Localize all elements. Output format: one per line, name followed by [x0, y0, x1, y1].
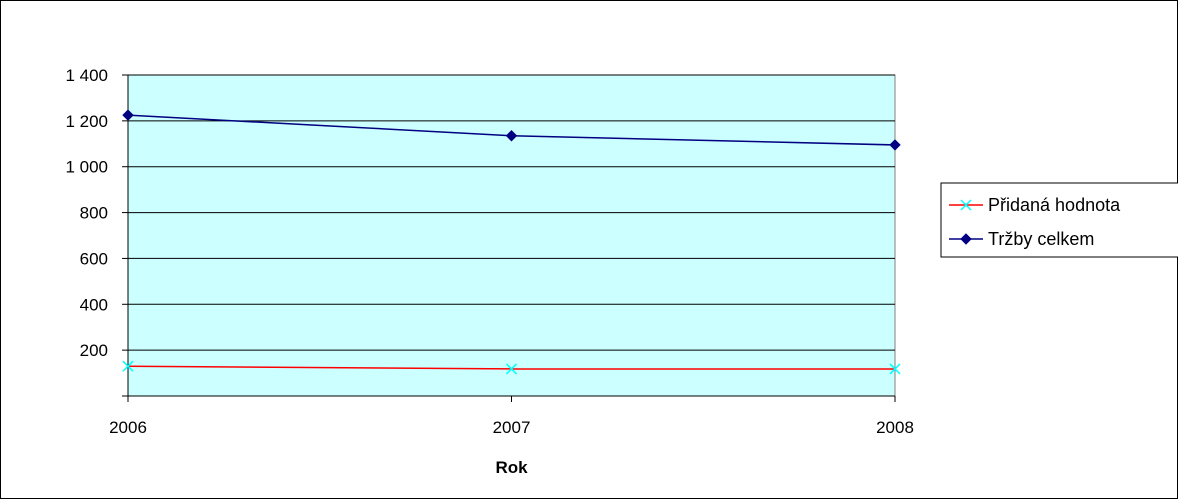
legend-label: Tržby celkem	[988, 229, 1094, 249]
x-tick-label: 2008	[876, 418, 914, 437]
legend: Přidaná hodnota Tržby celkem	[940, 182, 1178, 258]
data-point	[505, 363, 518, 375]
legend-item: Tržby celkem	[949, 229, 1094, 249]
y-tick-label: 800	[80, 204, 108, 223]
marker-stroke	[122, 360, 134, 372]
x-tick-label: 2006	[109, 418, 147, 437]
data-point	[889, 139, 901, 151]
x-tick-label: 2007	[493, 418, 531, 437]
marker-stroke	[889, 363, 901, 375]
legend-label: Přidaná hodnota	[988, 195, 1121, 215]
x-axis-ticks: 2006 2007 2008	[109, 396, 914, 437]
data-point	[889, 363, 901, 375]
legend-box	[940, 182, 1178, 258]
marker-stroke	[505, 363, 518, 375]
legend-marker	[960, 199, 972, 211]
y-tick-label: 400	[80, 295, 108, 314]
plot-area	[127, 74, 896, 397]
y-axis-ticks: 200 400 600 800 1 000 1 200 1 400	[65, 66, 128, 397]
legend-marker	[960, 233, 972, 245]
series-2	[122, 109, 901, 151]
y-tick-label: 1 000	[65, 158, 108, 177]
x-axis-label: Rok	[495, 458, 528, 477]
data-point	[122, 360, 134, 372]
series-1	[122, 360, 901, 375]
legend-item: Přidaná hodnota	[949, 195, 1121, 215]
data-point	[505, 130, 518, 142]
y-tick-label: 600	[80, 249, 108, 268]
y-tick-label: 1 200	[65, 112, 108, 131]
series-layer	[122, 109, 901, 375]
y-tick-label: 1 400	[65, 66, 108, 85]
gridlines	[128, 74, 895, 351]
marker-stroke	[960, 199, 972, 211]
data-point	[122, 109, 134, 121]
y-tick-label: 200	[80, 341, 108, 360]
